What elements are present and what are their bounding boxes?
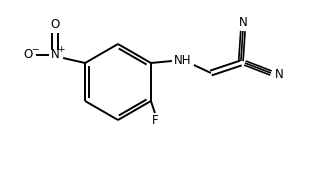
Text: F: F [152, 115, 158, 127]
Text: N: N [274, 68, 283, 81]
Text: N: N [239, 16, 247, 30]
Text: N: N [51, 48, 60, 61]
Text: O: O [24, 48, 33, 61]
Text: NH: NH [174, 55, 192, 67]
Text: −: − [31, 44, 39, 53]
Text: +: + [57, 44, 65, 53]
Text: O: O [50, 19, 60, 32]
